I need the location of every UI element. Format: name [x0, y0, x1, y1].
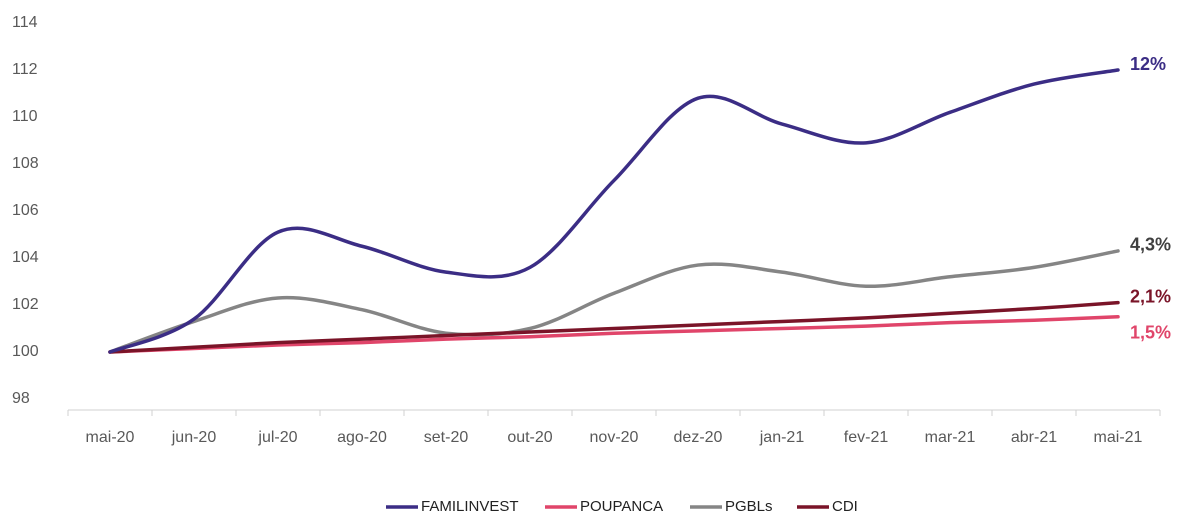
- y-tick-label: 112: [12, 61, 38, 78]
- x-tick-label: jan-21: [759, 429, 805, 446]
- x-tick-label: nov-20: [590, 429, 639, 446]
- legend-label: POUPANCA: [580, 498, 663, 515]
- x-tick-label: mar-21: [925, 429, 976, 446]
- legend-label: PGBLs: [725, 498, 773, 515]
- x-tick-label: jul-20: [257, 429, 297, 446]
- series-line: [108, 315, 1120, 354]
- legend-label: CDI: [832, 498, 858, 515]
- y-tick-label: 100: [12, 343, 39, 360]
- x-tick-label: fev-21: [844, 429, 889, 446]
- y-tick-label: 108: [12, 155, 39, 172]
- end-label: 4,3%: [1130, 235, 1171, 255]
- x-tick-label: ago-20: [337, 429, 387, 446]
- x-tick-label: set-20: [424, 429, 469, 446]
- x-tick-label: out-20: [507, 429, 552, 446]
- x-tick-label: mai-20: [86, 429, 135, 446]
- y-tick-label: 110: [12, 108, 38, 125]
- y-tick-label: 114: [12, 14, 38, 31]
- x-tick-label: abr-21: [1011, 429, 1057, 446]
- end-label: 12%: [1130, 54, 1166, 74]
- x-tick-label: dez-20: [674, 429, 723, 446]
- y-tick-label: 106: [12, 202, 39, 219]
- x-tick-label: jun-20: [171, 429, 217, 446]
- x-tick-label: mai-21: [1094, 429, 1143, 446]
- end-label: 1,5%: [1130, 323, 1171, 343]
- legend-label: FAMILINVEST: [421, 498, 519, 515]
- y-tick-label: 104: [12, 249, 39, 266]
- series-line: [108, 68, 1120, 354]
- series-line: [108, 249, 1120, 354]
- y-tick-label: 98: [12, 390, 30, 407]
- end-label: 2,1%: [1130, 286, 1171, 306]
- y-tick-label: 102: [12, 296, 39, 313]
- series-line: [108, 300, 1120, 354]
